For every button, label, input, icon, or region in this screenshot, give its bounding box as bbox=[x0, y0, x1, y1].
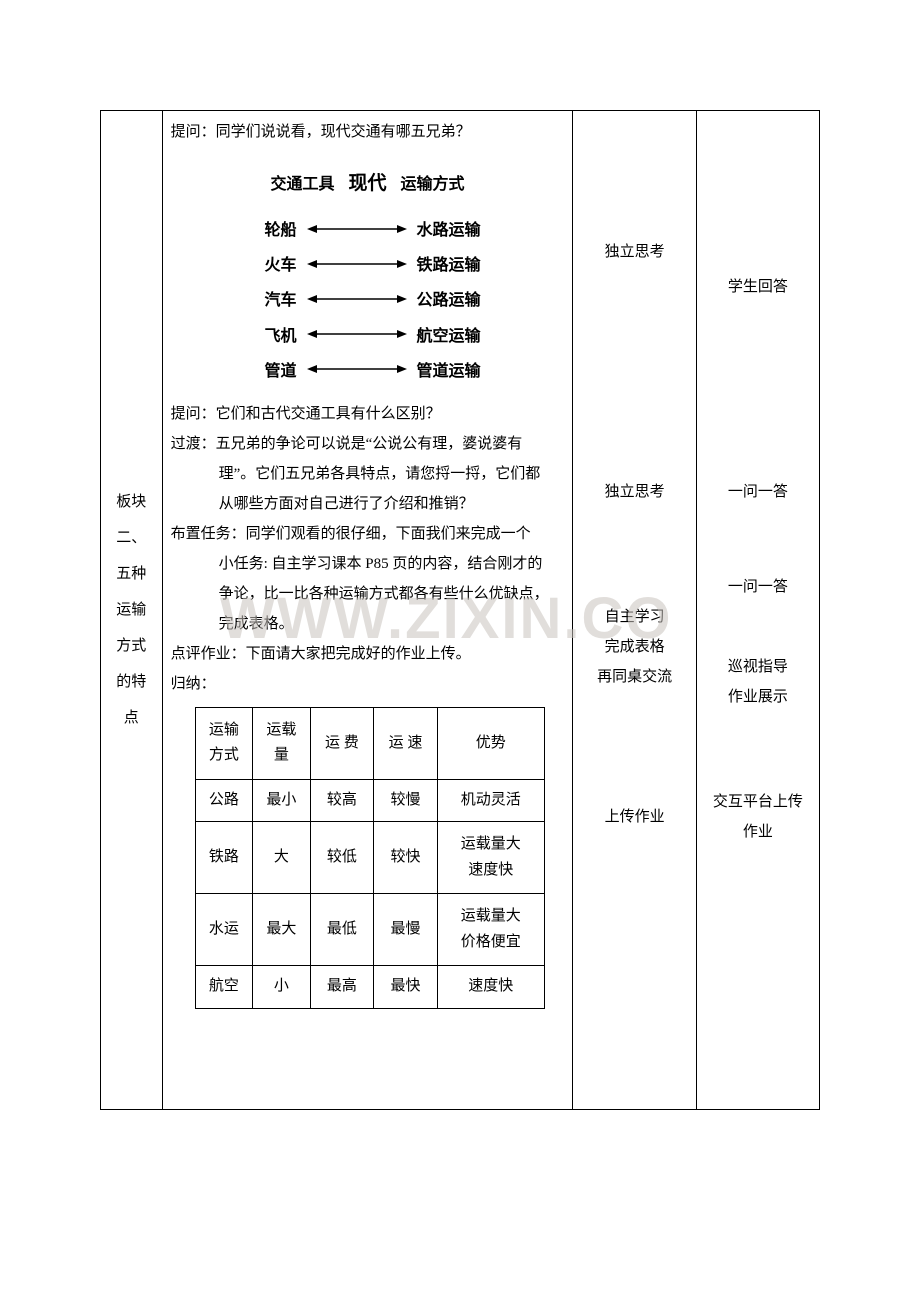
transport-comparison-table: 运输方式运载量运 费运 速优势公路最小较高较慢机动灵活铁路大较低较快运载量大速度… bbox=[195, 707, 545, 1009]
activity-item: 完成表格 bbox=[581, 632, 687, 662]
transition-line: 过渡：五兄弟的争论可以说是“公说公有理，婆说婆有 bbox=[171, 429, 565, 459]
diagram-left-label: 轮船 bbox=[249, 213, 297, 248]
diagram-left-label: 飞机 bbox=[249, 319, 297, 354]
table-cell: 较低 bbox=[310, 822, 374, 894]
double-arrow-icon bbox=[297, 293, 417, 309]
double-arrow-icon bbox=[297, 258, 417, 274]
transition-line: 理”。它们五兄弟各具特点，请您捋一捋，它们都 bbox=[171, 459, 565, 489]
teacher-item: 作业展示 bbox=[705, 682, 811, 712]
task-line: 小任务: 自主学习课本 P85 页的内容，结合刚才的 bbox=[171, 549, 565, 579]
table-cell: 最慢 bbox=[374, 894, 438, 966]
table-cell: 铁路 bbox=[195, 822, 252, 894]
section-label-line: 五种 bbox=[103, 556, 160, 592]
table-cell: 航空 bbox=[195, 966, 252, 1009]
diagram-row: 火车 铁路运输 bbox=[238, 248, 498, 283]
table-cell: 最高 bbox=[310, 966, 374, 1009]
activity-item: 独立思考 bbox=[581, 477, 687, 507]
table-cell: 较慢 bbox=[374, 779, 438, 822]
table-cell: 运载量大价格便宜 bbox=[437, 894, 544, 966]
table-cell: 最小 bbox=[253, 779, 310, 822]
activity-item: 自主学习 bbox=[581, 602, 687, 632]
question-2: 提问：它们和古代交通工具有什么区别？ bbox=[171, 399, 565, 429]
table-header-cell: 运 费 bbox=[310, 707, 374, 779]
diagram-left-label: 汽车 bbox=[249, 283, 297, 318]
section-label-line: 板块 bbox=[103, 484, 160, 520]
transport-diagram: 交通工具 现代 运输方式 轮船 水路运输火车 铁路运输汽车 公路运输飞机 航空运… bbox=[238, 165, 498, 389]
diagram-row: 轮船 水路运输 bbox=[238, 213, 498, 248]
section-label-cell: 板块 二、 五种 运输 方式 的特 点 bbox=[101, 111, 163, 1110]
table-cell: 最低 bbox=[310, 894, 374, 966]
diagram-header: 交通工具 现代 运输方式 bbox=[238, 165, 498, 203]
section-label-line: 方式 bbox=[103, 628, 160, 664]
table-header-cell: 运 速 bbox=[374, 707, 438, 779]
summary-label: 归纳： bbox=[171, 669, 565, 699]
diagram-right-label: 铁路运输 bbox=[417, 248, 487, 283]
diagram-right-label: 公路运输 bbox=[417, 283, 487, 318]
lesson-plan-table: 板块 二、 五种 运输 方式 的特 点 提问：同学们说说看，现代交通有哪五兄弟？… bbox=[100, 110, 820, 1110]
diagram-left-label: 管道 bbox=[249, 354, 297, 389]
activity-item: 独立思考 bbox=[581, 237, 687, 267]
double-arrow-icon bbox=[297, 328, 417, 344]
table-cell: 运载量大速度快 bbox=[437, 822, 544, 894]
diagram-row: 汽车 公路运输 bbox=[238, 283, 498, 318]
diagram-header-mid: 现代 bbox=[339, 173, 397, 194]
diagram-left-label: 火车 bbox=[249, 248, 297, 283]
task-line: 争论，比一比各种运输方式都各有些什么优缺点， bbox=[171, 579, 565, 609]
review-line: 点评作业：下面请大家把完成好的作业上传。 bbox=[171, 639, 565, 669]
table-cell: 水运 bbox=[195, 894, 252, 966]
diagram-right-label: 水路运输 bbox=[417, 213, 487, 248]
double-arrow-icon bbox=[297, 223, 417, 239]
section-label-line: 点 bbox=[103, 700, 160, 736]
table-header-cell: 优势 bbox=[437, 707, 544, 779]
diagram-row: 飞机 航空运输 bbox=[238, 319, 498, 354]
table-cell: 小 bbox=[253, 966, 310, 1009]
teacher-item: 作业 bbox=[705, 817, 811, 847]
diagram-row: 管道 管道运输 bbox=[238, 354, 498, 389]
table-header-cell: 运载量 bbox=[253, 707, 310, 779]
task-line: 布置任务：同学们观看的很仔细，下面我们来完成一个 bbox=[171, 519, 565, 549]
teacher-item: 一问一答 bbox=[705, 572, 811, 602]
table-cell: 最快 bbox=[374, 966, 438, 1009]
section-label-line: 二、 bbox=[103, 520, 160, 556]
activity-item: 再同桌交流 bbox=[581, 662, 687, 692]
table-header-cell: 运输方式 bbox=[195, 707, 252, 779]
question-1: 提问：同学们说说看，现代交通有哪五兄弟？ bbox=[171, 117, 565, 147]
teacher-item: 一问一答 bbox=[705, 477, 811, 507]
teacher-item: 巡视指导 bbox=[705, 652, 811, 682]
table-cell: 速度快 bbox=[437, 966, 544, 1009]
teacher-item: 交互平台上传 bbox=[705, 787, 811, 817]
diagram-header-left: 交通工具 bbox=[271, 176, 335, 193]
diagram-header-right: 运输方式 bbox=[401, 176, 465, 193]
activity-item: 上传作业 bbox=[581, 802, 687, 832]
table-cell: 较高 bbox=[310, 779, 374, 822]
table-cell: 公路 bbox=[195, 779, 252, 822]
table-cell: 机动灵活 bbox=[437, 779, 544, 822]
diagram-right-label: 管道运输 bbox=[417, 354, 487, 389]
student-activity-cell: 独立思考 独立思考 自主学习 完成表格 再同桌交流 上传作业 bbox=[573, 111, 696, 1110]
table-cell: 最大 bbox=[253, 894, 310, 966]
double-arrow-icon bbox=[297, 363, 417, 379]
section-label-line: 的特 bbox=[103, 664, 160, 700]
table-cell: 较快 bbox=[374, 822, 438, 894]
main-content-cell: 提问：同学们说说看，现代交通有哪五兄弟？ 交通工具 现代 运输方式 轮船 水路运… bbox=[162, 111, 573, 1110]
task-line: 完成表格。 bbox=[171, 609, 565, 639]
diagram-right-label: 航空运输 bbox=[417, 319, 487, 354]
teacher-activity-cell: 学生回答 一问一答 一问一答 巡视指导 作业展示 交互平台上传 作业 bbox=[696, 111, 819, 1110]
teacher-item: 学生回答 bbox=[705, 272, 811, 302]
section-label-line: 运输 bbox=[103, 592, 160, 628]
table-cell: 大 bbox=[253, 822, 310, 894]
transition-line: 从哪些方面对自己进行了介绍和推销？ bbox=[171, 489, 565, 519]
